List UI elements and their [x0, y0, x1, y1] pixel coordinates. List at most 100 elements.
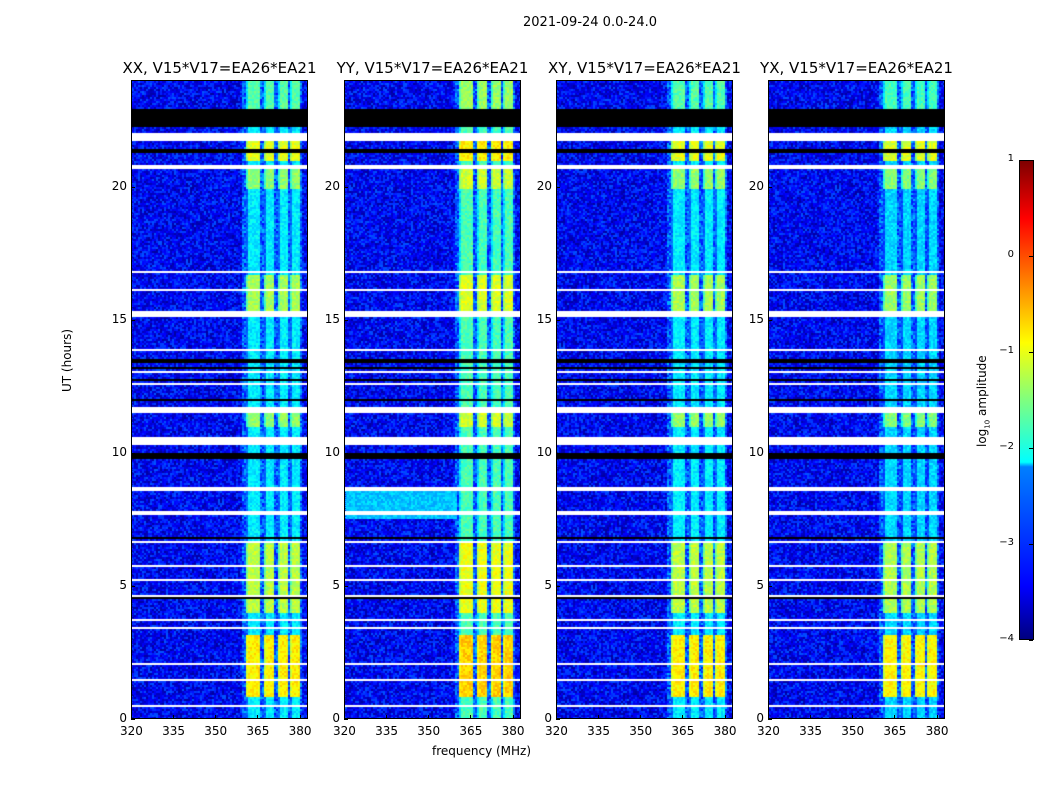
- colorbar-tick-label: 1: [1007, 153, 1014, 164]
- x-tick-label: 335: [587, 724, 611, 738]
- waterfall-panel-3: [768, 80, 945, 719]
- colorbar-tick-label: −3: [999, 537, 1014, 548]
- y-tick-mark: [344, 452, 348, 454]
- panel-title: XY, V15*V17=EA26*EA21: [548, 59, 741, 77]
- y-tick-label: 5: [544, 577, 552, 592]
- x-tick-label: 380: [713, 724, 737, 738]
- colorbar-tick-mark: [1029, 256, 1033, 257]
- heatmap-image: [345, 81, 520, 718]
- x-tick-label: 350: [841, 724, 865, 738]
- x-tick-label: 350: [629, 724, 653, 738]
- x-tick-mark: [894, 715, 896, 719]
- y-tick-label: 15: [324, 311, 340, 326]
- y-tick-label: 5: [332, 577, 340, 592]
- y-tick-mark: [344, 585, 348, 587]
- x-tick-mark: [470, 715, 472, 719]
- x-tick-mark: [299, 715, 301, 719]
- y-tick-mark: [556, 585, 560, 587]
- colorbar-tick-label: 0: [1007, 249, 1014, 260]
- heatmap-image: [132, 81, 307, 718]
- y-tick-mark: [131, 319, 135, 321]
- panel-title: YY, V15*V17=EA26*EA21: [336, 59, 529, 77]
- y-tick-label: 15: [748, 311, 764, 326]
- x-tick-label: 320: [120, 724, 143, 738]
- y-tick-mark: [556, 719, 560, 720]
- y-tick-label: 0: [544, 711, 552, 725]
- x-tick-label: 365: [883, 724, 907, 738]
- colorbar-tick-label: −4: [999, 633, 1014, 644]
- y-tick-label: 0: [119, 711, 127, 725]
- panel-title: XX, V15*V17=EA26*EA21: [122, 59, 317, 77]
- x-tick-label: 335: [375, 724, 399, 738]
- waterfall-panel-0: [131, 80, 308, 719]
- y-tick-label: 5: [119, 577, 127, 592]
- y-tick-label: 0: [332, 711, 340, 725]
- y-tick-mark: [768, 452, 772, 454]
- y-tick-label: 20: [748, 178, 764, 193]
- x-tick-mark: [852, 715, 854, 719]
- waterfall-panel-1: [344, 80, 521, 719]
- colorbar-tick-mark: [1029, 640, 1033, 641]
- colorbar: [1019, 160, 1034, 640]
- y-tick-label: 5: [756, 577, 764, 592]
- y-tick-label: 20: [536, 178, 552, 193]
- colorbar-label: log10 amplitude: [975, 355, 991, 447]
- y-tick-mark: [768, 585, 772, 587]
- y-tick-label: 15: [536, 311, 552, 326]
- x-tick-mark: [257, 715, 259, 719]
- x-tick-mark: [556, 715, 557, 719]
- y-tick-mark: [768, 319, 772, 321]
- x-tick-label: 350: [417, 724, 441, 738]
- y-tick-label: 10: [748, 444, 764, 459]
- waterfall-panel-2: [556, 80, 733, 719]
- colorbar-tick-mark: [1029, 160, 1033, 161]
- colorbar-label-log: log: [975, 428, 989, 447]
- x-tick-mark: [640, 715, 642, 719]
- x-tick-mark: [810, 715, 812, 719]
- y-tick-mark: [131, 186, 135, 188]
- x-tick-label: 335: [162, 724, 186, 738]
- colorbar-tick-label: −2: [999, 441, 1014, 452]
- x-tick-label: 320: [545, 724, 568, 738]
- y-tick-label: 10: [324, 444, 340, 459]
- x-tick-label: 320: [757, 724, 780, 738]
- colorbar-tick-mark: [1029, 448, 1033, 449]
- y-tick-mark: [768, 719, 772, 720]
- y-tick-mark: [556, 319, 560, 321]
- y-tick-label: 0: [756, 711, 764, 725]
- y-axis-label: UT (hours): [60, 328, 74, 392]
- x-tick-label: 335: [799, 724, 823, 738]
- x-axis-label: frequency (MHz): [432, 744, 532, 758]
- x-tick-label: 380: [288, 724, 312, 738]
- y-tick-label: 10: [536, 444, 552, 459]
- x-tick-mark: [512, 715, 514, 719]
- x-tick-label: 380: [925, 724, 949, 738]
- x-tick-label: 380: [501, 724, 525, 738]
- y-tick-mark: [344, 719, 348, 720]
- x-tick-mark: [215, 715, 217, 719]
- y-tick-mark: [556, 452, 560, 454]
- x-tick-mark: [682, 715, 684, 719]
- y-tick-mark: [556, 186, 560, 188]
- y-tick-mark: [344, 186, 348, 188]
- x-tick-mark: [428, 715, 430, 719]
- x-tick-label: 365: [671, 724, 695, 738]
- figure-suptitle: 2021-09-24 0.0-24.0: [523, 15, 657, 30]
- y-tick-label: 15: [111, 311, 127, 326]
- colorbar-tick-mark: [1029, 352, 1033, 353]
- heatmap-image: [769, 81, 944, 718]
- y-tick-mark: [344, 319, 348, 321]
- x-tick-mark: [386, 715, 388, 719]
- x-tick-mark: [344, 715, 345, 719]
- x-tick-mark: [173, 715, 175, 719]
- x-tick-label: 320: [333, 724, 356, 738]
- x-tick-label: 365: [459, 724, 483, 738]
- x-tick-mark: [724, 715, 726, 719]
- x-tick-mark: [768, 715, 769, 719]
- heatmap-image: [557, 81, 732, 718]
- x-tick-mark: [131, 715, 132, 719]
- y-tick-mark: [131, 452, 135, 454]
- colorbar-label-rest: amplitude: [975, 355, 989, 420]
- y-tick-label: 10: [111, 444, 127, 459]
